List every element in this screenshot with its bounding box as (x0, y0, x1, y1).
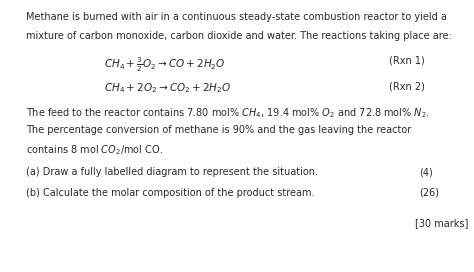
Text: (b) Calculate the molar composition of the product stream.: (b) Calculate the molar composition of t… (26, 188, 315, 198)
Text: mixture of carbon monoxide, carbon dioxide and water. The reactions taking place: mixture of carbon monoxide, carbon dioxi… (26, 31, 452, 41)
Text: (Rxn 2): (Rxn 2) (389, 82, 425, 92)
Text: (26): (26) (419, 188, 439, 198)
Text: Methane is burned with air in a continuous steady-state combustion reactor to yi: Methane is burned with air in a continuo… (26, 12, 447, 22)
Text: contains 8 mol $CO_2$/mol CO.: contains 8 mol $CO_2$/mol CO. (26, 143, 163, 157)
Text: (Rxn 1): (Rxn 1) (389, 56, 424, 66)
Text: The percentage conversion of methane is 90% and the gas leaving the reactor: The percentage conversion of methane is … (26, 125, 411, 135)
Text: $CH_4 + 2O_2 \rightarrow CO_2 + 2H_2O$: $CH_4 + 2O_2 \rightarrow CO_2 + 2H_2O$ (104, 82, 231, 95)
Text: The feed to the reactor contains 7.80 mol% $CH_4$, 19.4 mol% $O_2$ and 72.8 mol%: The feed to the reactor contains 7.80 mo… (26, 106, 430, 120)
Text: [30 marks]: [30 marks] (415, 218, 468, 228)
Text: (a) Draw a fully labelled diagram to represent the situation.: (a) Draw a fully labelled diagram to rep… (26, 167, 318, 177)
Text: $CH_4 + \frac{3}{2}O_2 \rightarrow CO + 2H_2O$: $CH_4 + \frac{3}{2}O_2 \rightarrow CO + … (104, 56, 226, 74)
Text: (4): (4) (419, 167, 433, 177)
